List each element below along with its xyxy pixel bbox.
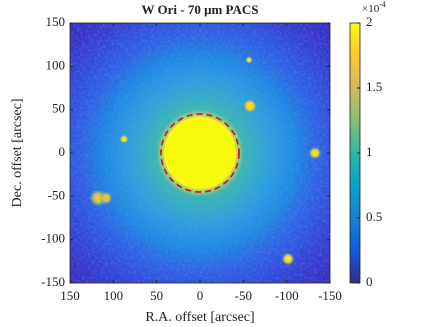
y-axis-label: Dec. offset [arcsec]	[10, 99, 25, 208]
x-tick-label: 50	[150, 288, 163, 303]
x-tick-label: -150	[318, 288, 342, 303]
y-tick-label: 150	[46, 14, 66, 29]
image	[70, 23, 330, 283]
multiplier-base: ×10	[362, 3, 380, 15]
colorbar-multiplier: ×10-4	[362, 0, 386, 15]
x-tick-label: 0	[197, 288, 204, 303]
colorbar-tick-label: 2	[366, 14, 373, 29]
x-tick-label: 150	[60, 288, 80, 303]
chart-title: W Ori - 70 μm PACS	[141, 2, 258, 17]
colorbar-tick-label: 1	[366, 144, 373, 159]
aperture-circle	[160, 113, 240, 193]
colorbar-tick-label: 1.5	[366, 79, 382, 94]
x-axis-label: R.A. offset [arcsec]	[145, 310, 254, 325]
colorbar-tick-label: 0.5	[366, 209, 382, 224]
y-tick-label: -50	[48, 187, 65, 202]
y-tick-label: 100	[46, 57, 66, 72]
y-tick-label: -100	[41, 231, 65, 246]
x-tick-label: -50	[235, 288, 252, 303]
y-tick-label: 50	[52, 101, 65, 116]
multiplier-exponent: -4	[379, 0, 386, 9]
x-tick-label: -100	[275, 288, 299, 303]
y-tick-label: 0	[59, 144, 66, 159]
x-tick-label: 100	[104, 288, 124, 303]
y-tick-label: -150	[41, 274, 65, 289]
colorbar-tick-label: 0	[366, 274, 373, 289]
